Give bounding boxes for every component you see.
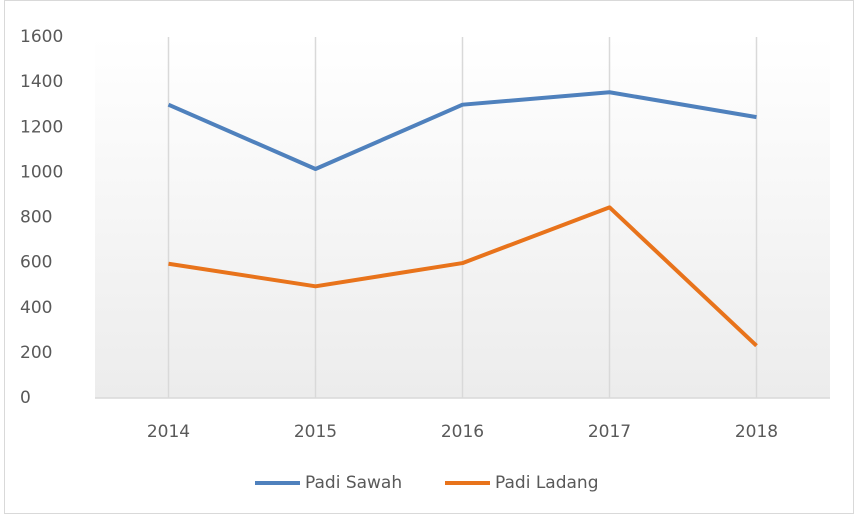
y-tick-label: 600: [20, 253, 52, 273]
x-tick-label: 2018: [735, 422, 778, 442]
series-line: [168, 205, 758, 348]
series-line: [167, 90, 757, 171]
y-tick-label: 1400: [20, 72, 63, 92]
x-tick-label: 2016: [441, 422, 484, 442]
legend-label: Padi Sawah: [305, 473, 402, 493]
x-tick-label: 2017: [588, 422, 631, 442]
y-tick-label: 400: [20, 298, 52, 318]
y-tick-label: 200: [20, 343, 52, 363]
x-tick-label: 2014: [147, 422, 190, 442]
y-tick-label: 1000: [20, 162, 63, 182]
x-tick-label: 2015: [294, 422, 337, 442]
legend-label: Padi Ladang: [495, 473, 599, 493]
y-tick-label: 1200: [20, 117, 63, 137]
y-tick-label: 1600: [20, 27, 63, 47]
y-tick-label: 0: [20, 388, 31, 408]
y-tick-label: 800: [20, 208, 52, 228]
